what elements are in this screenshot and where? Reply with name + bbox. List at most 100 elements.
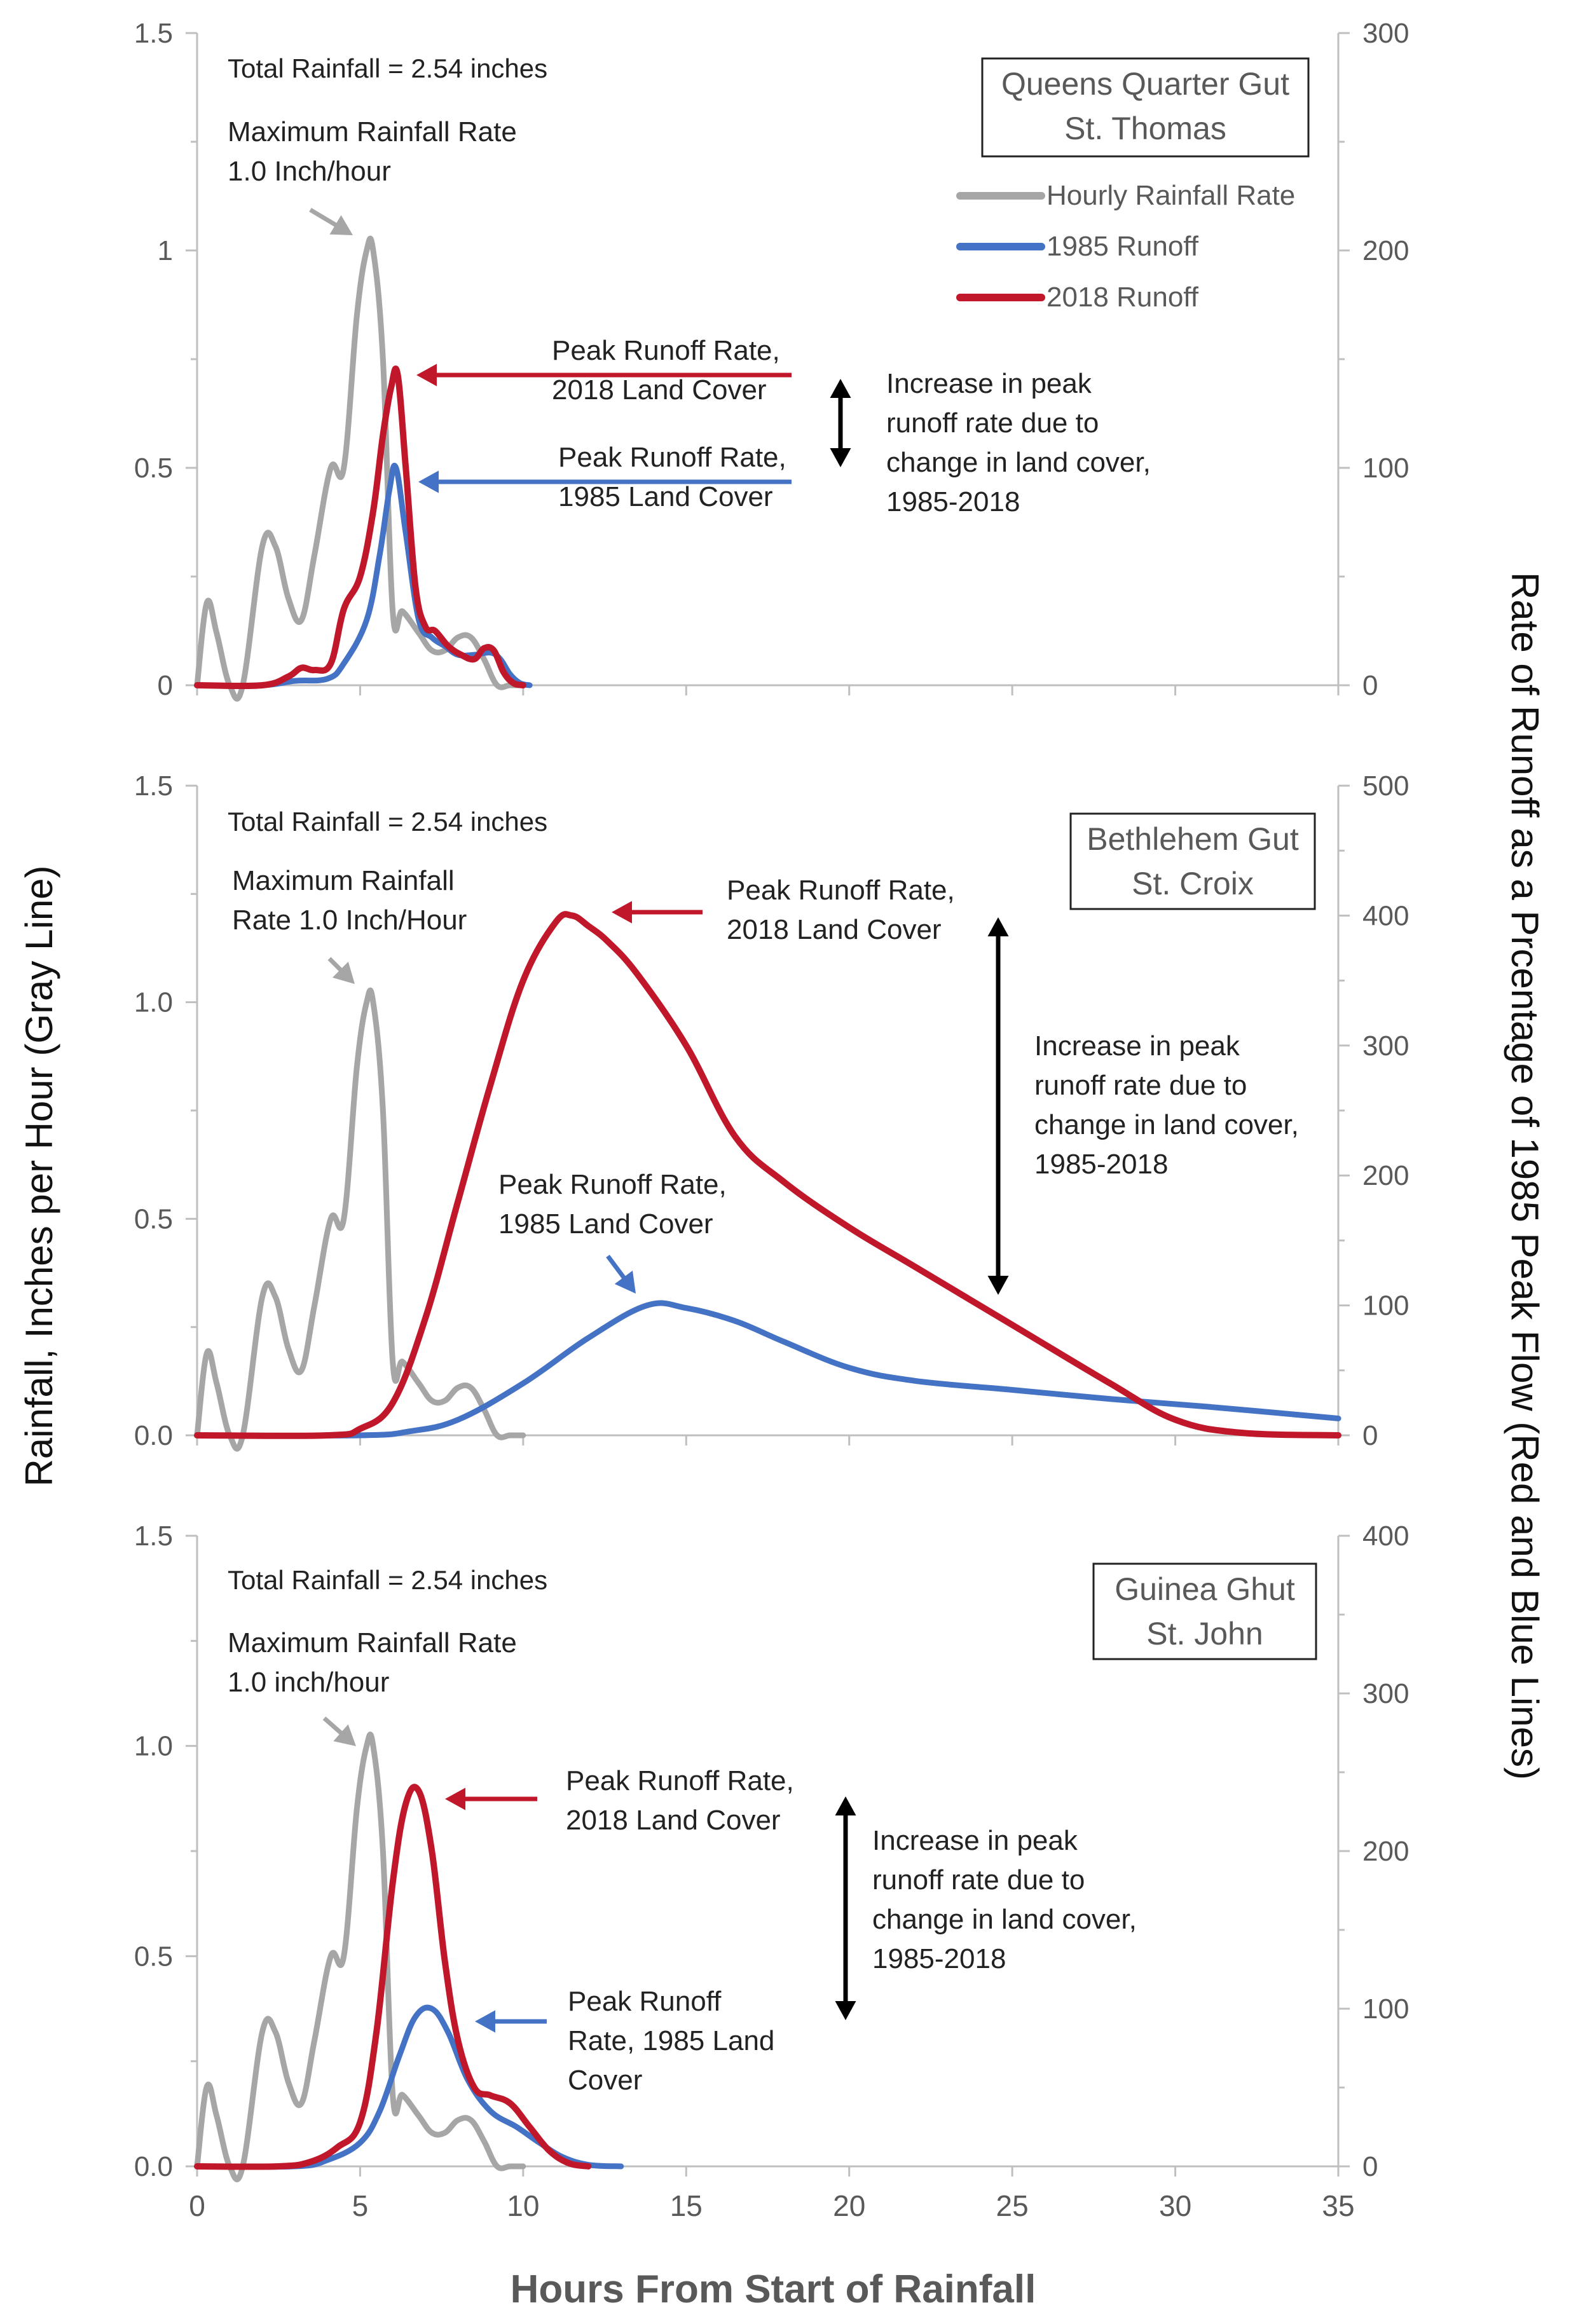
increase-arrow-head-bottom <box>830 448 851 467</box>
location-label: St. John <box>1146 1616 1263 1651</box>
max-rainfall-note: Maximum Rainfall Rate <box>228 1627 517 1658</box>
peak-1985-note: Peak Runoff <box>568 1986 722 2017</box>
right-tick-label: 0 <box>1362 670 1378 701</box>
peak-2018-arrow-head <box>416 364 437 386</box>
increase-note: change in land cover, <box>872 1904 1137 1935</box>
location-label: St. Croix <box>1132 866 1254 901</box>
x-tick-label: 15 <box>670 2189 703 2222</box>
chart-panel: 0.0 0.5 1.0 1.5 0 100 200 300 400 500 Bethlehem Gu… <box>134 770 1409 1452</box>
increase-note: Increase in peak <box>1034 1030 1240 1062</box>
chart-panel: 0.0 0.5 1.0 1.5 0 100 200 300 400 0 5 10 15 20 25 30 35 G… <box>134 1521 1410 2222</box>
peak-2018-arrow-head <box>445 1787 465 1810</box>
increase-note: change in land cover, <box>1034 1109 1299 1140</box>
peak-1985-arrow-head <box>418 470 439 493</box>
increase-arrow-head-bottom <box>835 2001 856 2020</box>
left-tick-label: 1.0 <box>134 987 173 1018</box>
increase-arrow-head-top <box>987 917 1009 936</box>
x-tick-label: 20 <box>833 2189 865 2222</box>
total-rainfall-note: Total Rainfall = 2.54 inches <box>228 53 547 83</box>
x-axis-label: Hours From Start of Rainfall <box>511 2267 1036 2311</box>
left-tick-label: 1.0 <box>134 1731 173 1762</box>
right-axis-label: Rate of Runoff as a Prcentage of 1985 Pe… <box>1504 572 1546 1780</box>
increase-note: 1985-2018 <box>872 1943 1006 1974</box>
increase-note: 1985-2018 <box>1034 1149 1168 1180</box>
chart-panel: 0 0.5 1 1.5 0 100 200 300 Queens Quarter Gut St. … <box>134 18 1409 702</box>
series-line-hourly-rainfall-rate <box>194 236 526 702</box>
location-box <box>981 57 1310 158</box>
left-tick-label: 1.5 <box>134 18 173 49</box>
left-tick-label: 0 <box>158 670 173 701</box>
right-tick-label: 300 <box>1362 18 1409 49</box>
peak-1985-note: 1985 Land Cover <box>558 481 773 512</box>
series-line-hourly-rainfall-rate <box>194 987 526 1452</box>
total-rainfall-note: Total Rainfall = 2.54 inches <box>228 807 547 837</box>
series-line-hourly-rainfall-rate <box>194 1732 526 2182</box>
right-tick-label: 0 <box>1362 1420 1378 1451</box>
right-tick-label: 200 <box>1362 235 1409 266</box>
location-box <box>1069 812 1316 910</box>
max-rainfall-note: 1.0 Inch/hour <box>228 156 391 187</box>
location-box <box>1092 1562 1317 1660</box>
right-tick-label: 100 <box>1362 453 1409 484</box>
peak-2018-note: 2018 Land Cover <box>566 1805 781 1836</box>
peak-2018-note: Peak Runoff Rate, <box>566 1765 794 1796</box>
peak-2018-note: 2018 Land Cover <box>727 914 942 945</box>
series-line-2018-runoff <box>194 911 1341 1439</box>
x-tick-label: 25 <box>996 2189 1029 2222</box>
left-tick-label: 1.5 <box>134 1521 173 1552</box>
left-tick-label: 1 <box>158 235 173 266</box>
left-tick-label: 1.5 <box>134 770 173 802</box>
increase-note: runoff rate due to <box>872 1864 1085 1896</box>
peak-2018-arrow-head <box>612 901 632 924</box>
left-tick-label: 0.5 <box>134 453 173 484</box>
max-rainfall-note: Maximum Rainfall <box>232 865 455 896</box>
max-rainfall-arrow-head <box>329 215 353 235</box>
peak-1985-note: Peak Runoff Rate, <box>558 442 786 473</box>
location-label: Bethlehem Gut <box>1087 821 1299 857</box>
series-line-1985-runoff <box>194 1300 1341 1439</box>
peak-2018-note: Peak Runoff Rate, <box>727 875 955 906</box>
max-rainfall-note: Maximum Rainfall Rate <box>228 116 517 147</box>
increase-arrow-head-top <box>835 1796 856 1815</box>
peak-1985-arrow-head <box>475 2010 495 2033</box>
increase-arrow-head-bottom <box>987 1276 1009 1295</box>
peak-1985-note: 1985 Land Cover <box>498 1208 713 1240</box>
right-tick-label: 500 <box>1362 770 1409 802</box>
x-tick-label: 35 <box>1322 2189 1354 2222</box>
peak-2018-note: 2018 Land Cover <box>552 374 767 406</box>
x-tick-label: 5 <box>352 2189 369 2222</box>
peak-1985-note: Cover <box>568 2065 642 2096</box>
peak-2018-note: Peak Runoff Rate, <box>552 335 780 366</box>
increase-note: Increase in peak <box>886 368 1092 399</box>
peak-1985-note: Rate, 1985 Land <box>568 2025 774 2056</box>
max-rainfall-arrow-head <box>332 961 355 984</box>
right-tick-label: 0 <box>1362 2151 1378 2182</box>
x-tick-label: 30 <box>1159 2189 1191 2222</box>
right-tick-label: 400 <box>1362 900 1409 931</box>
location-label: Guinea Ghut <box>1115 1571 1295 1607</box>
peak-1985-note: Peak Runoff Rate, <box>498 1169 727 1200</box>
increase-note: change in land cover, <box>886 447 1151 478</box>
left-tick-label: 0.5 <box>134 1203 173 1234</box>
right-tick-label: 100 <box>1362 1290 1409 1322</box>
location-label: Queens Quarter Gut <box>1001 66 1289 102</box>
legend-label: Hourly Rainfall Rate <box>1046 180 1295 211</box>
increase-note: 1985-2018 <box>886 486 1020 517</box>
x-tick-label: 0 <box>189 2189 205 2222</box>
legend-label: 2018 Runoff <box>1046 282 1199 313</box>
series-line-2018-runoff <box>194 366 526 690</box>
left-tick-label: 0.0 <box>134 1420 173 1451</box>
right-tick-label: 400 <box>1362 1521 1409 1552</box>
x-tick-label: 10 <box>507 2189 539 2222</box>
left-tick-label: 0.0 <box>134 2151 173 2182</box>
right-tick-label: 300 <box>1362 1030 1409 1062</box>
increase-note: runoff rate due to <box>886 407 1099 439</box>
right-tick-label: 200 <box>1362 1836 1409 1867</box>
total-rainfall-note: Total Rainfall = 2.54 inches <box>228 1565 547 1595</box>
left-axis-label: Rainfall, Inches per Hour (Gray Line) <box>18 865 60 1486</box>
legend-label: 1985 Runoff <box>1046 231 1199 262</box>
series-line-2018-runoff <box>194 1784 592 2170</box>
max-rainfall-arrow-head <box>333 1724 356 1746</box>
right-tick-label: 100 <box>1362 1993 1409 2025</box>
